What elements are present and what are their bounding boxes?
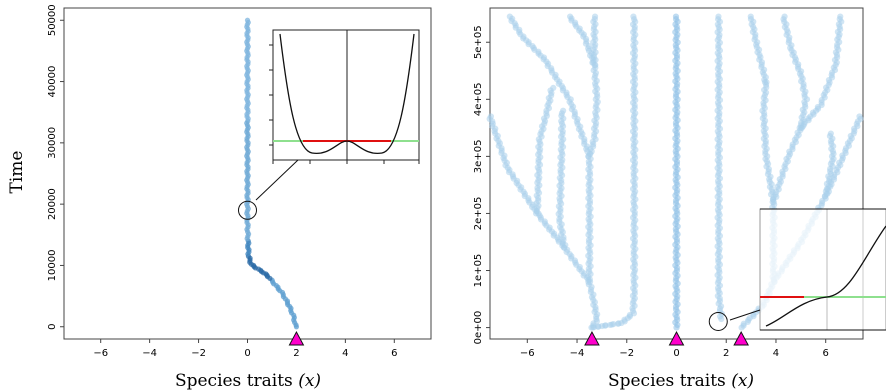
start-marker [584,330,600,346]
lineage-point [781,13,788,20]
lineage-point [827,130,834,137]
left-xtick-label: −6 [93,348,108,359]
left-highlight [238,200,257,220]
left-ytick-label: 30000 [47,127,58,159]
right-ytick-label: 4e+05 [473,82,484,116]
trajectory-point [244,17,251,23]
lineage-point [506,13,513,20]
left-ytick-label: 0 [47,324,58,330]
left-y-axis: 0 10000 20000 30000 40000 50000 [47,4,64,330]
right-xtick-label: 4 [773,348,779,359]
right-x-axis: −6 −4 −2 0 2 4 6 [520,339,829,359]
right-ytick-label: 0e+00 [473,311,484,345]
lineage-point [487,113,495,120]
left-xlabel: Species traits (x) [175,371,321,390]
left-xtick-label: −4 [142,348,157,359]
right-ytick-label: 1e+05 [473,254,484,288]
left-ytick-label: 50000 [47,4,58,36]
right-inset [729,208,886,331]
left-panel: −6 −4 −2 0 2 4 6 0 10000 20000 30000 40000 50000 [7,4,432,390]
left-ytick-label: 40000 [47,66,58,98]
highlight-circle [708,311,728,331]
right-ytick-label: 5e+05 [473,25,484,59]
right-xtick-label: 0 [673,348,679,359]
right-xtick-label: 2 [723,348,729,359]
lineage-point [567,13,574,20]
left-inset [255,29,420,201]
left-xtick-label: 0 [244,348,250,359]
left-ylabel: Time [7,151,27,194]
right-highlight [708,311,728,331]
lineage-point [747,13,754,20]
lineage-point [856,113,863,120]
start-marker [288,330,305,346]
right-xlabel: Species traits (x) [608,371,754,390]
right-xtick-label: −2 [619,348,634,359]
right-xtick-label: 6 [823,348,829,359]
right-xtick-label: −6 [520,348,535,359]
highlight-circle [238,200,257,220]
lineage-point [591,13,599,20]
left-xtick-label: 6 [391,348,397,359]
left-xtick-label: 4 [342,348,348,359]
lineage-point [560,107,567,114]
lineage-point [715,13,722,20]
right-ytick-label: 2e+05 [473,197,484,231]
lineage-point [610,321,617,328]
left-ytick-label: 20000 [47,188,58,220]
right-ytick-label: 3e+05 [473,140,484,174]
left-xtick-label: 2 [293,348,299,359]
left-start-markers [288,330,305,346]
left-trajectory-points [244,17,300,330]
lineage-point [837,13,844,20]
start-marker [733,330,749,346]
left-xtick-label: −2 [191,348,206,359]
lineage-point [630,13,637,20]
lineage-point [550,84,557,91]
lineage-point [602,322,609,329]
right-panel: −6 −4 −2 0 2 4 6 0e+00 1e+05 2e+05 3e+05 4e+05 5e+0… [473,7,886,390]
lineage-point [672,13,680,20]
right-y-axis: 0e+00 1e+05 2e+05 3e+05 4e+05 5e+05 [473,25,490,344]
right-xtick-label: −4 [570,348,585,359]
start-marker [668,330,685,346]
left-ytick-label: 10000 [47,250,58,282]
left-x-axis: −6 −4 −2 0 2 4 6 [93,339,397,359]
right-start-markers [584,330,749,346]
